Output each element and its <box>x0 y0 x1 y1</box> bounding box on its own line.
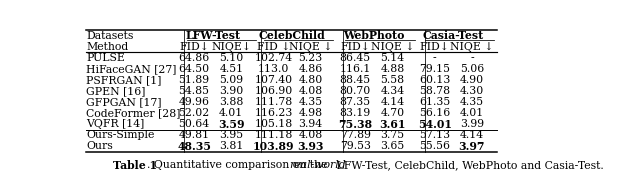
Text: 54.85: 54.85 <box>179 86 209 96</box>
Text: 4.35: 4.35 <box>299 97 323 107</box>
Text: 4.90: 4.90 <box>460 75 484 85</box>
Text: 77.89: 77.89 <box>340 130 371 140</box>
Text: GFPGAN [17]: GFPGAN [17] <box>86 97 162 107</box>
Text: 60.13: 60.13 <box>419 75 451 85</box>
Text: 3.97: 3.97 <box>459 141 485 152</box>
Text: FID↓: FID↓ <box>340 42 370 52</box>
Text: 48.35: 48.35 <box>177 141 211 152</box>
Text: 57.13: 57.13 <box>419 130 450 140</box>
Text: 113.0: 113.0 <box>258 64 289 74</box>
Text: 4.35: 4.35 <box>460 97 484 107</box>
Text: FID ↓: FID ↓ <box>257 42 290 52</box>
Text: PSFRGAN [1]: PSFRGAN [1] <box>86 75 162 85</box>
Text: 4.98: 4.98 <box>299 108 323 118</box>
Text: CodeFormer [28]: CodeFormer [28] <box>86 108 181 118</box>
Text: 4.14: 4.14 <box>460 130 484 140</box>
Text: 111.18: 111.18 <box>254 130 292 140</box>
Text: 3.99: 3.99 <box>460 119 484 129</box>
Text: 50.64: 50.64 <box>179 119 210 129</box>
Text: 3.81: 3.81 <box>219 141 243 151</box>
Text: 3.93: 3.93 <box>298 141 324 152</box>
Text: 56.16: 56.16 <box>419 108 451 118</box>
Text: 3.75: 3.75 <box>380 130 404 140</box>
Text: 4.08: 4.08 <box>298 86 323 96</box>
Text: LFW-Test: LFW-Test <box>186 30 241 41</box>
Text: 4.30: 4.30 <box>460 86 484 96</box>
Text: 64.86: 64.86 <box>179 53 210 63</box>
Text: 88.45: 88.45 <box>340 75 371 85</box>
Text: FID↓: FID↓ <box>420 42 449 52</box>
Text: 86.45: 86.45 <box>340 53 371 63</box>
Text: 55.56: 55.56 <box>419 141 450 151</box>
Text: Datasets: Datasets <box>86 31 134 41</box>
Text: NIQE ↓: NIQE ↓ <box>371 42 414 52</box>
Text: 80.70: 80.70 <box>340 86 371 96</box>
Text: 111.78: 111.78 <box>254 97 292 107</box>
Text: 61.35: 61.35 <box>419 97 451 107</box>
Text: real-world: real-world <box>289 160 346 170</box>
Text: LFW-Test, CelebChild, WebPhoto and Casia-Test.: LFW-Test, CelebChild, WebPhoto and Casia… <box>333 160 604 170</box>
Text: WebPhoto: WebPhoto <box>344 30 405 41</box>
Text: Table 1: Table 1 <box>113 160 157 171</box>
Text: 4.86: 4.86 <box>298 64 323 74</box>
Text: 79.15: 79.15 <box>419 64 450 74</box>
Text: 3.95: 3.95 <box>220 130 243 140</box>
Text: 58.78: 58.78 <box>419 86 450 96</box>
Text: -: - <box>433 53 436 63</box>
Text: 5.14: 5.14 <box>380 53 404 63</box>
Text: 4.88: 4.88 <box>380 64 404 74</box>
Text: 4.80: 4.80 <box>298 75 323 85</box>
Text: 3.88: 3.88 <box>219 97 243 107</box>
Text: 4.01: 4.01 <box>460 108 484 118</box>
Text: 49.81: 49.81 <box>179 130 210 140</box>
Text: 4.70: 4.70 <box>380 108 404 118</box>
Text: NIQE ↓: NIQE ↓ <box>450 42 493 52</box>
Text: 4.08: 4.08 <box>298 130 323 140</box>
Text: 116.23: 116.23 <box>254 108 292 118</box>
Text: FID↓: FID↓ <box>179 42 209 52</box>
Text: GPEN [16]: GPEN [16] <box>86 86 146 96</box>
Text: 5.09: 5.09 <box>220 75 243 85</box>
Text: HiFaceGAN [27]: HiFaceGAN [27] <box>86 64 177 74</box>
Text: 49.96: 49.96 <box>179 97 209 107</box>
Text: PULSE: PULSE <box>86 53 125 63</box>
Text: 3.59: 3.59 <box>218 119 244 130</box>
Text: 5.06: 5.06 <box>460 64 484 74</box>
Text: 116.1: 116.1 <box>340 64 371 74</box>
Text: 52.02: 52.02 <box>179 108 210 118</box>
Text: CelebChild: CelebChild <box>259 30 326 41</box>
Text: Ours: Ours <box>86 141 113 151</box>
Text: 4.51: 4.51 <box>220 64 243 74</box>
Text: 87.35: 87.35 <box>340 97 371 107</box>
Text: -: - <box>470 53 474 63</box>
Text: 75.38: 75.38 <box>338 119 372 130</box>
Text: Ours-Simple: Ours-Simple <box>86 130 155 140</box>
Text: 3.65: 3.65 <box>380 141 404 151</box>
Text: 83.19: 83.19 <box>340 108 371 118</box>
Text: 5.58: 5.58 <box>380 75 404 85</box>
Text: 102.74: 102.74 <box>254 53 292 63</box>
Text: 5.10: 5.10 <box>219 53 243 63</box>
Text: . Quantitative comparison on the: . Quantitative comparison on the <box>147 160 331 170</box>
Text: 3.90: 3.90 <box>219 86 243 96</box>
Text: NIQE↓: NIQE↓ <box>211 42 252 52</box>
Text: 106.90: 106.90 <box>254 86 292 96</box>
Text: 4.14: 4.14 <box>380 97 404 107</box>
Text: 105.18: 105.18 <box>254 119 292 129</box>
Text: Casia-Test: Casia-Test <box>423 30 484 41</box>
Text: 4.34: 4.34 <box>380 86 404 96</box>
Text: 3.94: 3.94 <box>299 119 323 129</box>
Text: 51.89: 51.89 <box>179 75 210 85</box>
Text: 107.40: 107.40 <box>254 75 292 85</box>
Text: 4.01: 4.01 <box>219 108 243 118</box>
Text: 54.01: 54.01 <box>418 119 452 130</box>
Text: VQFR [14]: VQFR [14] <box>86 119 145 129</box>
Text: 79.53: 79.53 <box>340 141 371 151</box>
Text: 103.89: 103.89 <box>253 141 294 152</box>
Text: NIQE ↓: NIQE ↓ <box>289 42 332 52</box>
Text: 3.61: 3.61 <box>380 119 406 130</box>
Text: Method: Method <box>86 42 129 52</box>
Text: 5.23: 5.23 <box>298 53 323 63</box>
Text: 64.50: 64.50 <box>179 64 210 74</box>
